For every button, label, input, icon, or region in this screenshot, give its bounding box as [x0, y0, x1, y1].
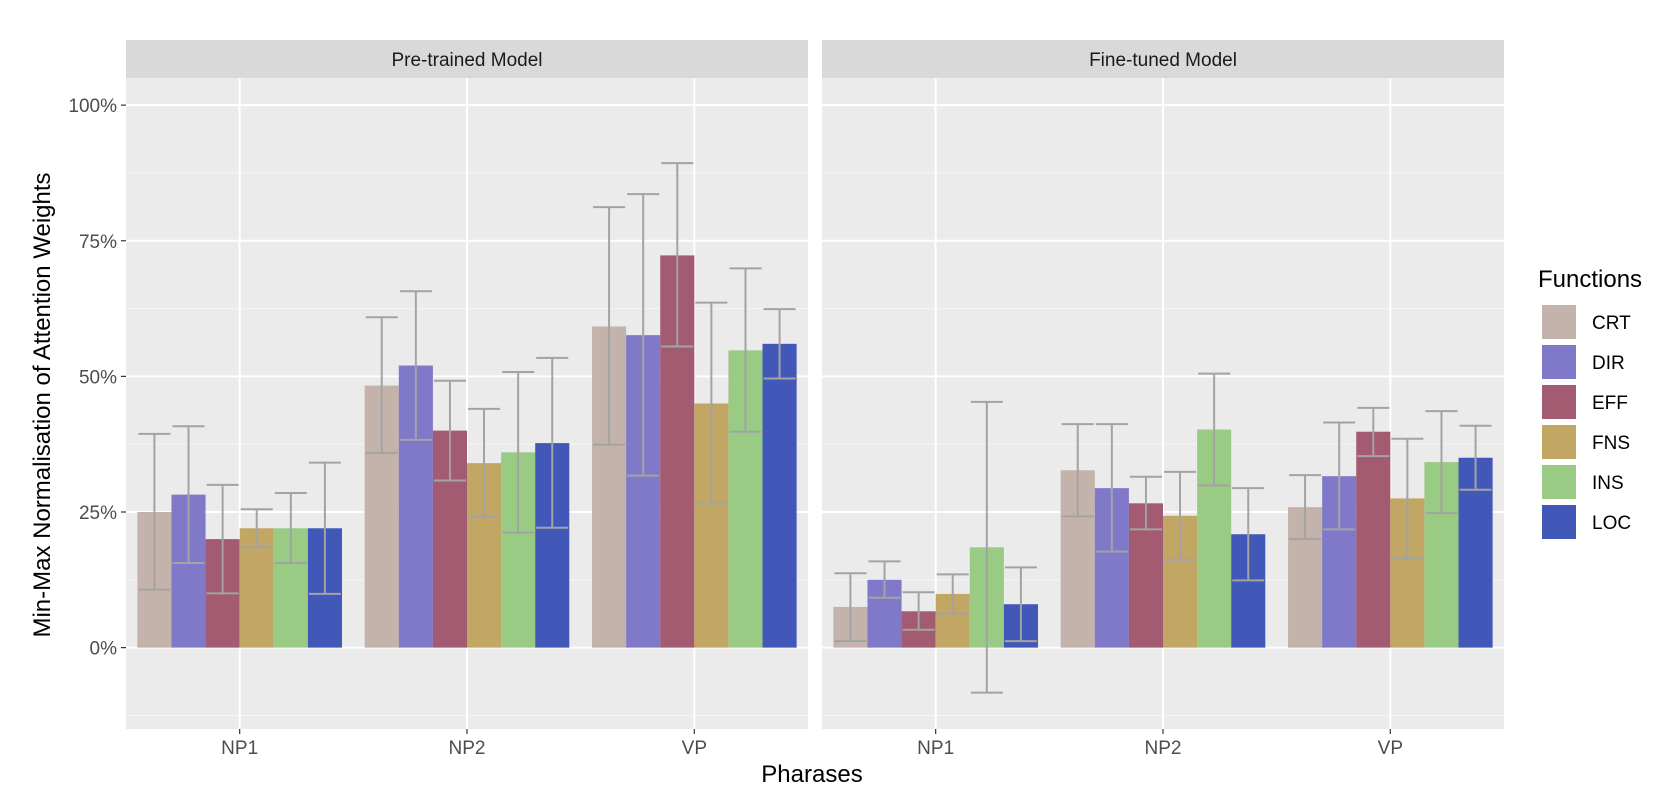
x-tick-label: NP2	[449, 738, 486, 759]
legend-item-dir: DIR	[1542, 345, 1625, 379]
legend-item-crt: CRT	[1542, 305, 1631, 339]
errorbar-eff-np2	[433, 379, 466, 482]
legend-item-loc: LOC	[1542, 505, 1631, 539]
errorbar-fns-vp	[695, 301, 728, 505]
y-axis-title: Min-Max Normalisation of Attention Weigh…	[29, 172, 56, 637]
legend-item-eff: EFF	[1542, 385, 1628, 419]
bar-eff-vp	[1356, 431, 1391, 648]
x-axis-title: Pharases	[761, 761, 862, 788]
x-tick-label: NP2	[1145, 738, 1182, 759]
legend-key-eff	[1542, 385, 1576, 419]
errorbar-fns-vp	[1391, 437, 1424, 560]
x-axis: NP1 NP2 VP NP1 NP2 VP	[221, 729, 1403, 759]
errorbar-dir-np2	[1095, 423, 1128, 553]
bar-loc-vp	[762, 343, 797, 648]
legend-item-fns: FNS	[1542, 425, 1630, 459]
legend-key-crt	[1542, 305, 1576, 339]
panels-layer: Pre-trained Model Fine-tuned Model	[126, 40, 1504, 729]
panel-strip	[126, 40, 808, 78]
legend-label: FNS	[1592, 433, 1630, 454]
errorbar-crt-vp	[593, 206, 626, 446]
legend-item-ins: INS	[1542, 465, 1624, 499]
errorbar-crt-np2	[1061, 423, 1094, 518]
errorbar-crt-np1	[138, 432, 171, 591]
errorbar-ins-vp	[1425, 410, 1458, 515]
errorbar-loc-np1	[308, 461, 341, 595]
panel-strip-label: Fine-tuned Model	[1089, 50, 1237, 71]
errorbar-eff-np1	[902, 591, 935, 631]
y-tick-label: 75%	[79, 232, 117, 253]
panel-strip-label: Pre-trained Model	[391, 50, 542, 71]
errorbar-loc-vp	[1459, 424, 1492, 491]
errorbar-ins-vp	[729, 267, 762, 433]
y-axis: 0% 25% 50% 75% 100%	[68, 96, 126, 660]
errorbar-loc-np1	[1004, 566, 1037, 643]
legend: Functions CRT DIR EFF FNS INS LOC	[1538, 266, 1642, 539]
legend-title: Functions	[1538, 266, 1642, 293]
x-tick-label: VP	[1378, 738, 1403, 759]
errorbar-eff-vp	[1357, 406, 1390, 458]
legend-key-dir	[1542, 345, 1576, 379]
legend-key-fns	[1542, 425, 1576, 459]
errorbar-crt-vp	[1289, 474, 1322, 541]
legend-label: INS	[1592, 473, 1624, 494]
y-tick-label: 50%	[79, 367, 117, 388]
errorbar-eff-vp	[661, 162, 694, 348]
y-tick-label: 100%	[68, 96, 117, 117]
errorbar-dir-np1	[172, 425, 205, 564]
panel-pretrained: Pre-trained Model	[126, 40, 808, 729]
x-tick-label: VP	[682, 738, 707, 759]
legend-label: DIR	[1592, 353, 1625, 374]
errorbar-loc-vp	[763, 308, 796, 380]
errorbar-loc-np2	[536, 356, 569, 529]
errorbar-fns-np1	[936, 573, 969, 615]
y-tick-label: 0%	[90, 639, 118, 660]
errorbar-crt-np2	[365, 316, 398, 454]
errorbar-ins-np1	[970, 400, 1003, 694]
legend-label: EFF	[1592, 393, 1628, 414]
errorbar-fns-np1	[240, 508, 273, 549]
y-tick-label: 25%	[79, 503, 117, 524]
errorbar-fns-np2	[1164, 470, 1197, 561]
errorbar-loc-np2	[1232, 487, 1265, 582]
errorbar-fns-np2	[468, 407, 501, 518]
errorbar-ins-np1	[274, 492, 307, 564]
errorbar-dir-vp	[1323, 421, 1356, 531]
errorbar-eff-np2	[1129, 475, 1162, 531]
x-tick-label: NP1	[917, 738, 954, 759]
errorbar-crt-np1	[834, 572, 867, 643]
legend-label: LOC	[1592, 513, 1631, 534]
errorbar-ins-np2	[1198, 372, 1231, 487]
errorbar-dir-np2	[399, 290, 432, 441]
legend-key-ins	[1542, 465, 1576, 499]
errorbar-ins-np2	[502, 371, 535, 534]
errorbar-dir-vp	[627, 193, 660, 477]
errorbar-eff-np1	[206, 483, 239, 595]
panel-strip	[822, 40, 1504, 78]
x-tick-label: NP1	[221, 738, 258, 759]
legend-key-loc	[1542, 505, 1576, 539]
legend-label: CRT	[1592, 313, 1631, 334]
panel-finetuned: Fine-tuned Model	[822, 40, 1504, 729]
errorbar-dir-np1	[868, 560, 901, 599]
